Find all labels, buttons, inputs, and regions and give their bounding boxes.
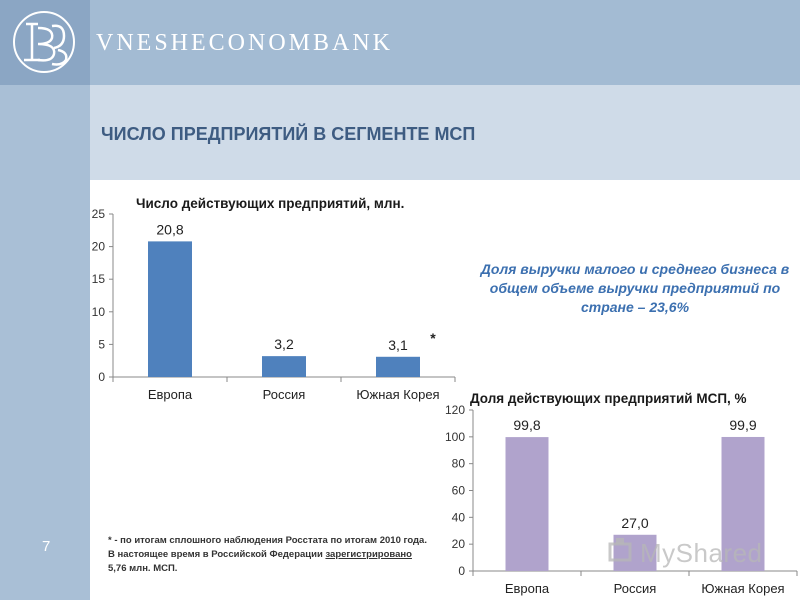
chart1-category-label: Южная Корея xyxy=(356,387,439,402)
chart1-bar xyxy=(148,241,192,377)
chart2-category-label: Европа xyxy=(505,581,550,596)
chart2-title: Доля действующих предприятий МСП, % xyxy=(470,391,747,406)
footnote-underlined: зарегистрировано xyxy=(325,549,412,560)
chart2-y-tick-label: 80 xyxy=(452,457,466,471)
chart1-y-tick-label: 10 xyxy=(92,305,106,319)
revenue-share-note: Доля выручки малого и среднего бизнеса в… xyxy=(480,261,790,315)
title-band xyxy=(90,85,800,180)
chart1-category-label: Европа xyxy=(148,387,193,402)
left-sidebar xyxy=(0,0,90,600)
chart1-bar xyxy=(376,356,420,377)
header-bar xyxy=(90,0,800,85)
page-number: 7 xyxy=(42,538,51,555)
chart1-bar xyxy=(262,356,306,377)
footnote: * - по итогам сплошного наблюдения Росст… xyxy=(108,534,428,576)
chart1-category-label: Россия xyxy=(263,387,306,402)
bank-name: VNESHECONOMBANK xyxy=(96,30,394,56)
footnote-part2: 5,76 млн. МСП. xyxy=(108,563,178,574)
logo-monogram-icon xyxy=(13,11,75,73)
chart2-y-tick-label: 40 xyxy=(452,510,466,524)
chart1-data-label: 3,1 xyxy=(388,337,408,353)
chart2-data-label: 27,0 xyxy=(621,515,648,531)
chart1-y-tick-label: 15 xyxy=(92,272,106,286)
chart2-data-label: 99,9 xyxy=(729,417,756,433)
chart1-y-tick-label: 0 xyxy=(98,370,105,384)
watermark-text: MyShared xyxy=(640,538,763,568)
watermark-icon xyxy=(608,538,632,562)
chart1-data-label: 3,2 xyxy=(274,336,294,352)
chart2-category-label: Южная Корея xyxy=(701,581,784,596)
chart1-asterisk: * xyxy=(430,330,436,346)
chart1-title: Число действующих предприятий, млн. xyxy=(136,196,405,211)
chart1-y-tick-label: 5 xyxy=(98,337,105,351)
chart2-y-tick-label: 100 xyxy=(445,430,465,444)
page-title: ЧИСЛО ПРЕДПРИЯТИЙ В СЕГМЕНТЕ МСП xyxy=(101,124,476,144)
chart2-data-label: 99,8 xyxy=(513,417,540,433)
chart1-y-tick-label: 25 xyxy=(92,207,106,221)
chart2-y-tick-label: 60 xyxy=(452,484,466,498)
footnote-part1: * - по итогам сплошного наблюдения Росст… xyxy=(108,535,427,560)
chart2-y-tick-label: 0 xyxy=(458,564,465,578)
chart1-data-label: 20,8 xyxy=(156,221,183,237)
chart2-bar xyxy=(505,437,549,571)
bank-logo xyxy=(0,0,90,85)
chart1-y-tick-label: 20 xyxy=(92,240,106,254)
chart2-category-label: Россия xyxy=(614,581,657,596)
chart2-y-tick-label: 20 xyxy=(452,537,466,551)
chart2-y-tick-label: 120 xyxy=(445,403,465,417)
